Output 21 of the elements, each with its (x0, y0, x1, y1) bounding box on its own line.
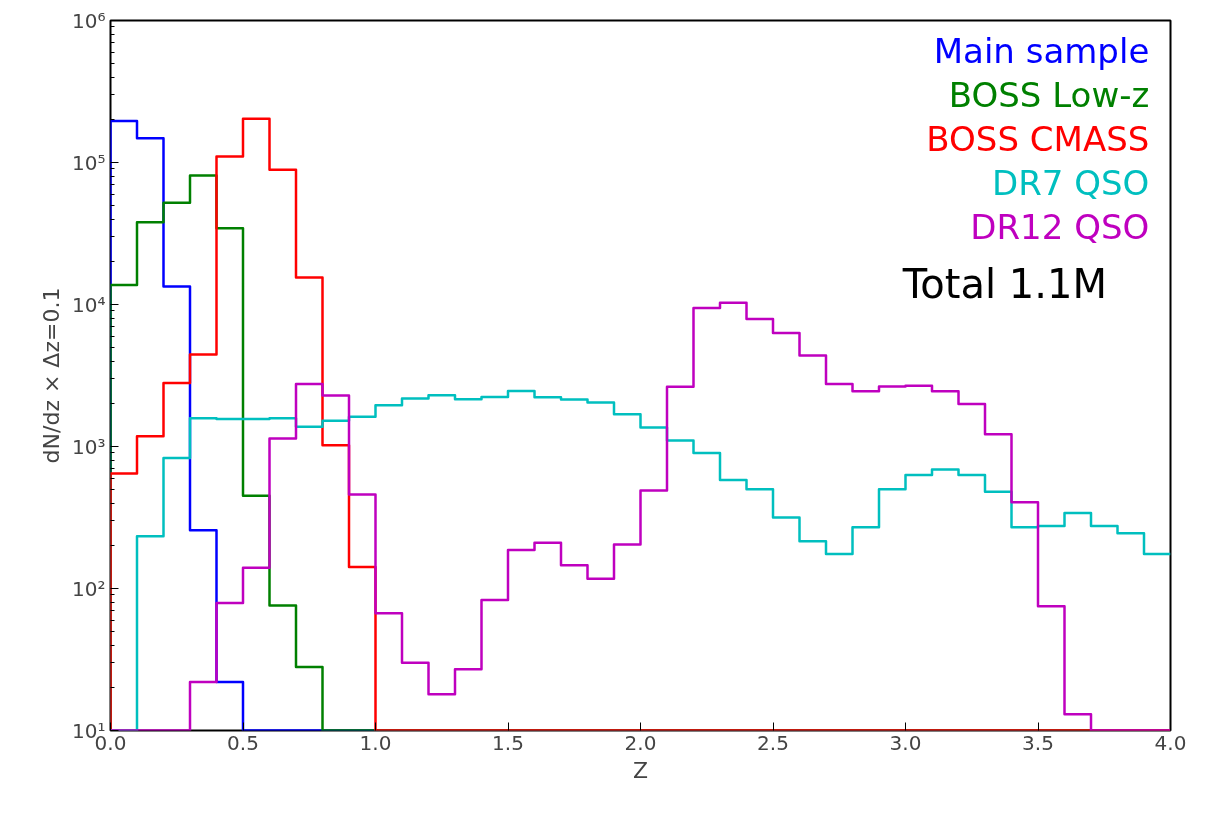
text: DR12 QSO (970, 206, 1150, 247)
y-tick-label: 10⁶ (72, 8, 106, 33)
y-tick-label: 10⁵ (72, 150, 106, 175)
x-axis-title: Z (632, 757, 649, 783)
x-tick-label: 2.0 (624, 730, 657, 755)
annotation: Total 1.1M (901, 260, 1107, 307)
x-tick-label: 1.0 (359, 730, 392, 755)
text: BOSS Low-z (948, 74, 1150, 115)
x-tick-label: 2.5 (757, 730, 789, 755)
x-tick-label: 0.5 (227, 730, 259, 755)
x-tick-label: 3.0 (889, 730, 922, 755)
x-tick-label: 4.0 (1154, 730, 1187, 755)
y-tick-label: 10⁴ (72, 292, 106, 317)
text: DR7 QSO (991, 162, 1150, 203)
text: BOSS CMASS (926, 118, 1150, 159)
text: Main sample (933, 30, 1150, 71)
x-tick-label: 1.5 (492, 730, 524, 755)
y-tick-label: 10³ (72, 434, 106, 459)
y-axis-title: dN/dz × Δz=0.1 (39, 287, 65, 464)
y-tick-label: 10² (72, 576, 106, 601)
x-tick-label: 3.5 (1022, 730, 1054, 755)
